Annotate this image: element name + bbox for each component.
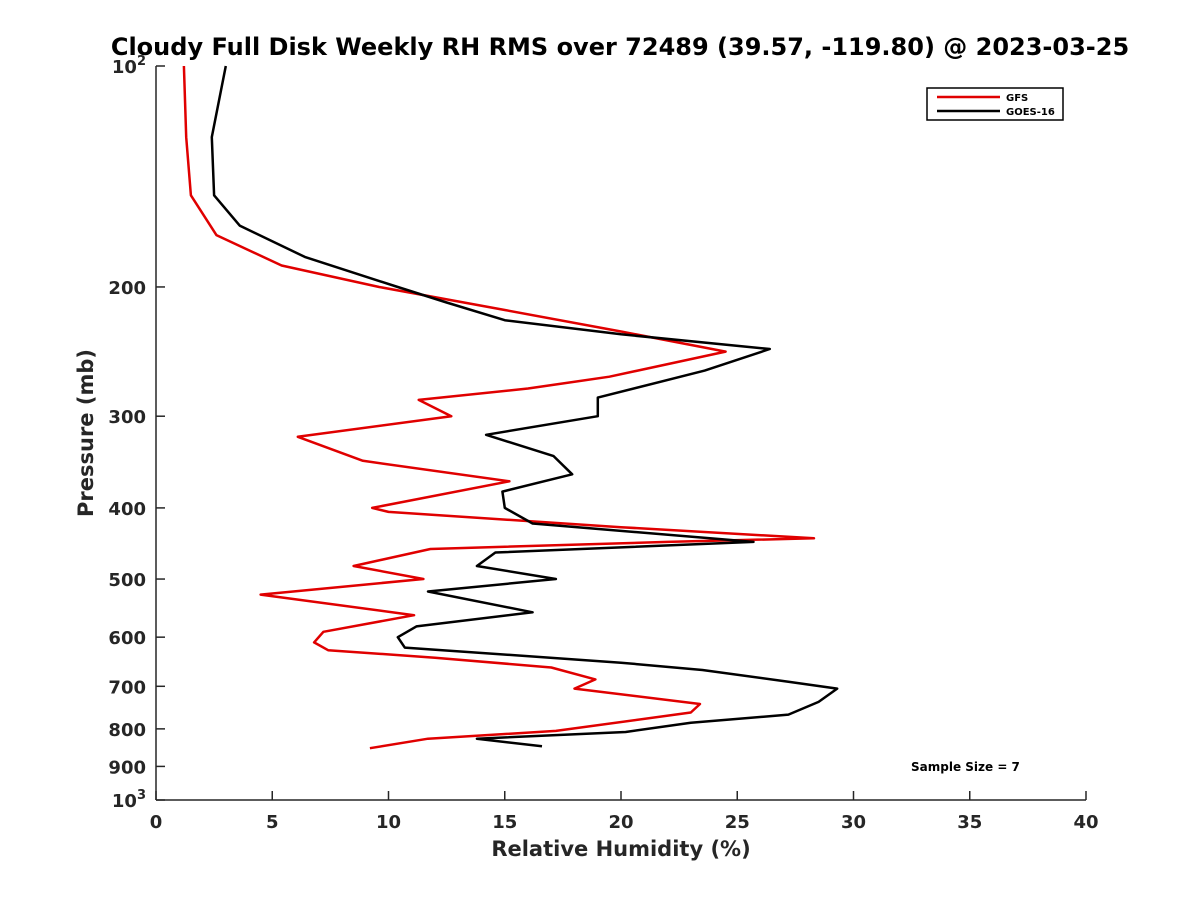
series-line-gfs (182, 65, 816, 750)
legend-box (926, 87, 1064, 121)
y-ticks: 102 200 300 400 500 600 700 800 900 103 (108, 54, 165, 812)
y-tick-label: 200 (108, 278, 146, 299)
x-tick-label: 10 (376, 812, 401, 833)
series-lines (182, 65, 839, 750)
sample-size-annotation: Sample Size = 7 (911, 760, 1020, 774)
y-tick-label: 300 (108, 407, 146, 428)
x-tick-label: 40 (1073, 812, 1098, 833)
x-tick-label: 35 (957, 812, 982, 833)
x-tick-label: 25 (725, 812, 750, 833)
legend-label-gfs: GFS (1006, 93, 1028, 104)
series-line-goes16 (210, 65, 839, 748)
y-tick-label: 600 (108, 628, 146, 649)
y-tick-label: 103 (112, 788, 146, 812)
y-tick-label: 400 (108, 499, 146, 520)
x-tick-label: 20 (608, 812, 633, 833)
y-tick-label: 900 (108, 757, 146, 778)
y-tick-label: 800 (108, 720, 146, 741)
chart-title: Cloudy Full Disk Weekly RH RMS over 7248… (111, 33, 1129, 61)
y-axis-label: Pressure (mb) (74, 349, 98, 517)
x-axis-label: Relative Humidity (%) (491, 837, 750, 861)
y-tick-label: 102 (112, 54, 146, 78)
x-tick-label: 0 (150, 812, 163, 833)
x-tick-label: 30 (841, 812, 866, 833)
y-tick-label: 500 (108, 570, 146, 591)
legend: GFS GOES-16 (926, 87, 1064, 121)
x-ticks: 0 5 10 15 20 25 30 35 40 (150, 791, 1099, 833)
legend-label-goes16: GOES-16 (1006, 107, 1055, 118)
y-tick-label: 700 (108, 677, 146, 698)
plot-area: 0 5 10 15 20 25 30 35 40 102 200 300 400 500 600 700 80… (108, 54, 1098, 833)
x-tick-label: 5 (266, 812, 279, 833)
x-tick-label: 15 (492, 812, 517, 833)
